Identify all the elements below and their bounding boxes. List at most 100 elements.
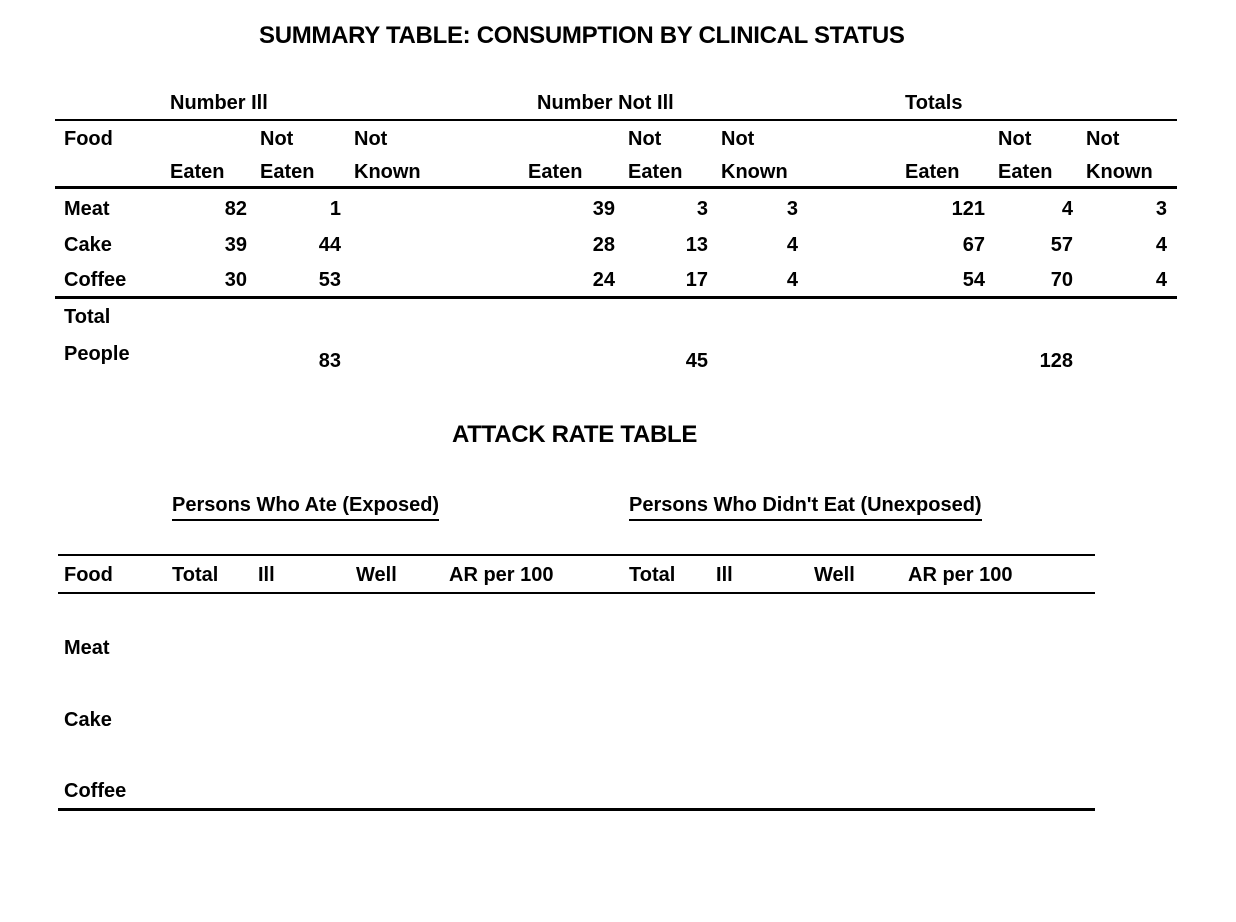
attack-row-coffee: Coffee xyxy=(58,737,1096,811)
summary-total-people-row: Total People 83 45 128 xyxy=(55,297,1177,375)
cell xyxy=(716,593,814,665)
summary-row-coffee: Coffee 30 53 24 17 4 54 70 4 xyxy=(55,261,1178,299)
cell xyxy=(908,593,1095,665)
spacer-cell xyxy=(1167,261,1178,299)
empty-cell xyxy=(170,120,247,152)
row-label: Cake xyxy=(64,234,112,256)
column-header-ar-per-100: AR per 100 xyxy=(449,554,630,594)
spacer-cell xyxy=(1167,297,1177,375)
cell xyxy=(341,225,445,261)
column-header-well: Well xyxy=(814,554,909,594)
total-label-line1: Total xyxy=(64,305,111,328)
cell xyxy=(258,737,356,811)
cell xyxy=(449,665,629,737)
cell: 13 xyxy=(685,234,709,256)
row-label: Coffee xyxy=(55,261,170,299)
empty-cell xyxy=(170,297,247,375)
total-value: 45 xyxy=(685,349,709,372)
attack-rate-table: Persons Who Ate (Exposed) Persons Who Di… xyxy=(58,488,1096,811)
summary-subheader-row-1: Food Not Not Not Not Not Not xyxy=(55,120,1177,152)
cell: 3 xyxy=(786,198,799,220)
cell xyxy=(172,593,258,665)
subheader-eaten: Eaten xyxy=(170,152,247,189)
cell: 121 xyxy=(951,198,986,220)
spacer-cell xyxy=(445,297,528,375)
row-label: Coffee xyxy=(58,737,172,811)
cell xyxy=(341,261,446,299)
spacer-cell xyxy=(798,261,906,299)
spacer-cell xyxy=(1167,120,1177,152)
subheader-not: Not xyxy=(721,128,755,150)
attack-column-header-row: Food Total Ill Well AR per 100 Total Ill… xyxy=(58,554,1096,594)
summary-group-header-row: Number Ill Number Not Ill Totals xyxy=(55,86,1178,121)
cell xyxy=(814,665,908,737)
row-label: Meat xyxy=(64,198,110,220)
attack-group-header-row: Persons Who Ate (Exposed) Persons Who Di… xyxy=(58,488,1095,555)
subheader-not: Not xyxy=(260,128,294,150)
cell: 3 xyxy=(1155,198,1168,220)
column-header-ill: Ill xyxy=(716,554,815,594)
spacer-cell xyxy=(798,225,905,261)
column-header-ill: Ill xyxy=(258,554,356,594)
row-label: Cake xyxy=(64,709,112,731)
cell xyxy=(172,737,258,811)
subheader-not: Not xyxy=(354,128,388,150)
summary-table-title: SUMMARY TABLE: CONSUMPTION BY CLINICAL S… xyxy=(259,22,905,49)
cell xyxy=(814,737,909,811)
spacer-cell xyxy=(798,297,905,375)
cell: 39 xyxy=(224,234,247,256)
empty-cell xyxy=(341,297,445,375)
cell: 4 xyxy=(1155,234,1168,256)
cell: 24 xyxy=(528,261,616,299)
group-header-number-not-ill: Number Not Ill xyxy=(528,86,799,121)
column-header-ar-per-100: AR per 100 xyxy=(908,554,1096,594)
spacer-cell xyxy=(798,187,905,225)
cell: 17 xyxy=(615,261,709,299)
subheader-not: Not xyxy=(1086,128,1120,150)
group-header-exposed: Persons Who Ate (Exposed) xyxy=(172,488,629,555)
column-header-well: Well xyxy=(356,554,449,594)
attack-row-cake: Cake xyxy=(58,665,1095,737)
cell xyxy=(356,665,449,737)
cell xyxy=(629,737,717,811)
cell xyxy=(258,665,356,737)
food-column-header: Food xyxy=(64,128,113,150)
total-label-line2: People xyxy=(64,342,130,365)
cell: 44 xyxy=(318,234,341,256)
cell: 4 xyxy=(1073,261,1168,299)
cell: 4 xyxy=(708,261,799,299)
cell: 54 xyxy=(905,261,986,299)
summary-row-cake: Cake 39 44 28 13 4 67 57 4 xyxy=(55,225,1177,261)
cell: 39 xyxy=(592,198,616,220)
empty-cell xyxy=(905,120,985,152)
cell xyxy=(449,593,629,665)
cell: 3 xyxy=(696,198,709,220)
cell xyxy=(814,593,908,665)
food-column-header: Food xyxy=(58,554,172,594)
empty-cell xyxy=(58,488,172,555)
cell xyxy=(629,593,716,665)
total-value: 128 xyxy=(1039,349,1074,372)
spacer-cell xyxy=(1167,86,1178,121)
cell: 57 xyxy=(1050,234,1074,256)
spacer-cell xyxy=(445,86,529,121)
subheader-not: Not xyxy=(998,128,1032,150)
subheader-not-known: Known xyxy=(341,152,446,189)
spacer-cell xyxy=(445,225,528,261)
subheader-not-eaten: Eaten xyxy=(985,152,1074,189)
subheader-not-known: Known xyxy=(1073,152,1168,189)
cell: 82 xyxy=(224,198,247,220)
cell xyxy=(716,737,815,811)
column-header-total: Total xyxy=(629,554,717,594)
empty-cell xyxy=(528,120,615,152)
subheader-eaten: Eaten xyxy=(528,152,616,189)
cell: 67 xyxy=(962,234,986,256)
cell xyxy=(629,665,716,737)
group-header-number-ill: Number Ill xyxy=(170,86,446,121)
cell: 28 xyxy=(592,234,616,256)
spacer-cell xyxy=(445,261,529,299)
summary-table: Number Ill Number Not Ill Totals Food No… xyxy=(55,86,1178,375)
spacer-cell xyxy=(798,152,906,189)
spacer-cell xyxy=(445,187,528,225)
